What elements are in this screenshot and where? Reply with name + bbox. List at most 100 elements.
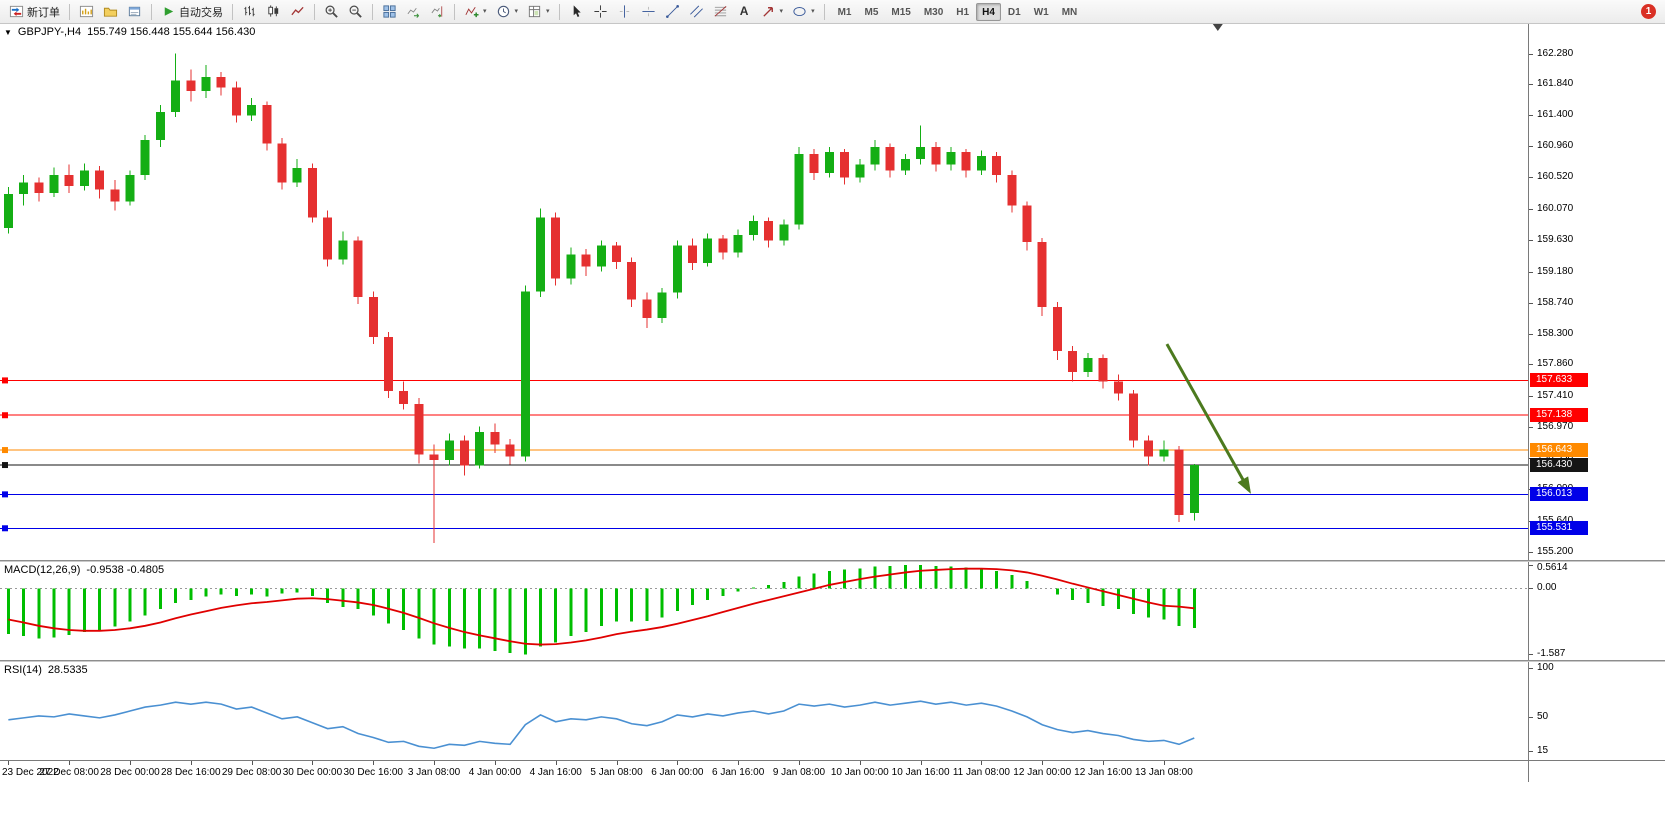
candle-body [429, 454, 439, 461]
arrows-icon [761, 4, 776, 19]
candle-body [140, 140, 150, 176]
candle-body [1083, 358, 1093, 373]
candle-body [231, 87, 241, 116]
time-axis-tick [616, 761, 618, 765]
line-chart-mode-button[interactable] [286, 2, 309, 22]
candle-body [171, 80, 181, 112]
price-tag: 157.633 [1530, 373, 1588, 388]
axis-label: -1.587 [1537, 648, 1566, 660]
timeframe-button-m1[interactable]: M1 [837, 6, 852, 18]
candle-body [307, 168, 317, 218]
horizontal-line-tool-button[interactable] [637, 2, 660, 22]
line-handle[interactable] [2, 462, 8, 469]
new-chart-button[interactable] [75, 2, 98, 22]
timeframe-button-w1[interactable]: W1 [1033, 6, 1049, 18]
main-chart-canvas[interactable] [0, 24, 1528, 560]
candle-body [961, 152, 971, 171]
profiles-button[interactable] [99, 2, 122, 22]
rsi-canvas[interactable] [0, 662, 1528, 760]
indicators-button[interactable]: ▾ [460, 2, 491, 22]
panel-splitter[interactable] [0, 560, 1665, 562]
candle-body [368, 296, 378, 338]
text-tool-button[interactable]: A [733, 2, 756, 22]
macd-name: MACD(12,26,9) [4, 564, 81, 576]
axis-tick [1529, 716, 1533, 718]
arrows-tool-button[interactable]: ▾ [757, 2, 788, 22]
timeframe-button-d1[interactable]: D1 [1007, 6, 1021, 18]
zoom-out-button[interactable] [344, 2, 367, 22]
new-order-button[interactable]: 新订单 [5, 2, 64, 22]
time-axis-label: 4 Jan 00:00 [468, 767, 522, 778]
one-click-trading-toggle[interactable]: ▼ [4, 27, 12, 37]
macd-signal-line [8, 567, 1195, 646]
data-window-icon [127, 4, 142, 19]
crosshair-tool-button[interactable] [589, 2, 612, 22]
time-axis[interactable]: 23 Dec 2022 27 Dec 08:00 28 Dec 00:00 28 De… [0, 761, 1528, 782]
shapes-tool-button[interactable]: ▾ [788, 2, 819, 22]
candle-body [383, 337, 393, 392]
data-window-button[interactable] [123, 2, 146, 22]
dropdown-caret-icon: ▾ [483, 8, 487, 15]
channel-tool-button[interactable] [685, 2, 708, 22]
crosshair-icon [593, 4, 608, 19]
candle-body [1113, 381, 1123, 394]
bar-chart-mode-button[interactable] [238, 2, 261, 22]
auto-scroll-button[interactable] [402, 2, 425, 22]
candle-body [946, 152, 956, 165]
candle-body [125, 175, 135, 202]
time-axis-tick [859, 761, 861, 765]
tile-windows-button[interactable] [378, 2, 401, 22]
rsi-line [8, 700, 1195, 750]
line-handle[interactable] [2, 491, 8, 498]
price-axis[interactable]: 162.280 161.840 161.400 160.960 160.520 160.0… [1528, 24, 1665, 560]
timeframe-button-h1[interactable]: H1 [956, 6, 970, 18]
panel-splitter[interactable] [0, 660, 1665, 662]
candle-body [748, 220, 758, 236]
axis-label: 160.070 [1537, 202, 1574, 214]
timeframe-button-mn[interactable]: MN [1061, 6, 1078, 18]
templates-button[interactable]: ▾ [523, 2, 554, 22]
line-handle[interactable] [2, 447, 8, 454]
candle-body [247, 104, 257, 116]
timeframe-button-m30[interactable]: M30 [923, 6, 944, 18]
candle-body [612, 245, 622, 262]
timeframe-button-m5[interactable]: M5 [864, 6, 879, 18]
candle-body [1022, 205, 1032, 243]
vertical-line-tool-button[interactable] [613, 2, 636, 22]
notification-badge[interactable]: 1 [1641, 4, 1656, 19]
new-order-icon [9, 4, 24, 19]
candle-body [627, 261, 637, 300]
time-axis-label: 30 Dec 00:00 [282, 767, 343, 778]
rsi-axis[interactable]: 100 50 15 [1528, 662, 1665, 760]
timeframe-button-m15[interactable]: M15 [891, 6, 911, 18]
toolbar-separator [314, 3, 315, 20]
time-axis-label: 9 Jan 08:00 [772, 767, 826, 778]
axis-tick [1529, 396, 1533, 398]
vertical-line-icon [617, 4, 632, 19]
axis-tick [1529, 520, 1533, 522]
macd-axis[interactable]: 0.5614 0.00 -1.587 [1528, 562, 1665, 660]
axis-tick [1529, 115, 1533, 117]
autotrading-button[interactable]: 自动交易 [157, 2, 227, 22]
line-handle[interactable] [2, 412, 8, 419]
chart-shift-marker[interactable] [1212, 24, 1223, 31]
fibonacci-tool-button[interactable] [709, 2, 732, 22]
axis-label: 156.530 [1537, 452, 1573, 463]
candlestick-mode-button[interactable] [262, 2, 285, 22]
cursor-tool-button[interactable] [565, 2, 588, 22]
macd-canvas[interactable] [0, 562, 1528, 660]
zoom-in-button[interactable] [320, 2, 343, 22]
timeframe-button-h4[interactable]: H4 [976, 2, 1001, 21]
line-handle[interactable] [2, 525, 8, 532]
trend-arrow-line[interactable] [1165, 343, 1251, 492]
time-axis-label: 11 Jan 08:00 [952, 767, 1010, 778]
timeframe-toolbar: M1 M5 M15 M30 H1 H4 D1 W1 MN [832, 2, 1084, 21]
axis-tick [1529, 146, 1533, 148]
chart-shift-button[interactable] [426, 2, 449, 22]
time-axis-label: 28 Dec 16:00 [161, 767, 221, 778]
axis-tick [1529, 364, 1533, 366]
periods-button[interactable]: ▾ [492, 2, 523, 22]
line-handle[interactable] [2, 377, 8, 384]
current-price-tag: 156.430 [1530, 458, 1588, 473]
trendline-tool-button[interactable] [661, 2, 684, 22]
